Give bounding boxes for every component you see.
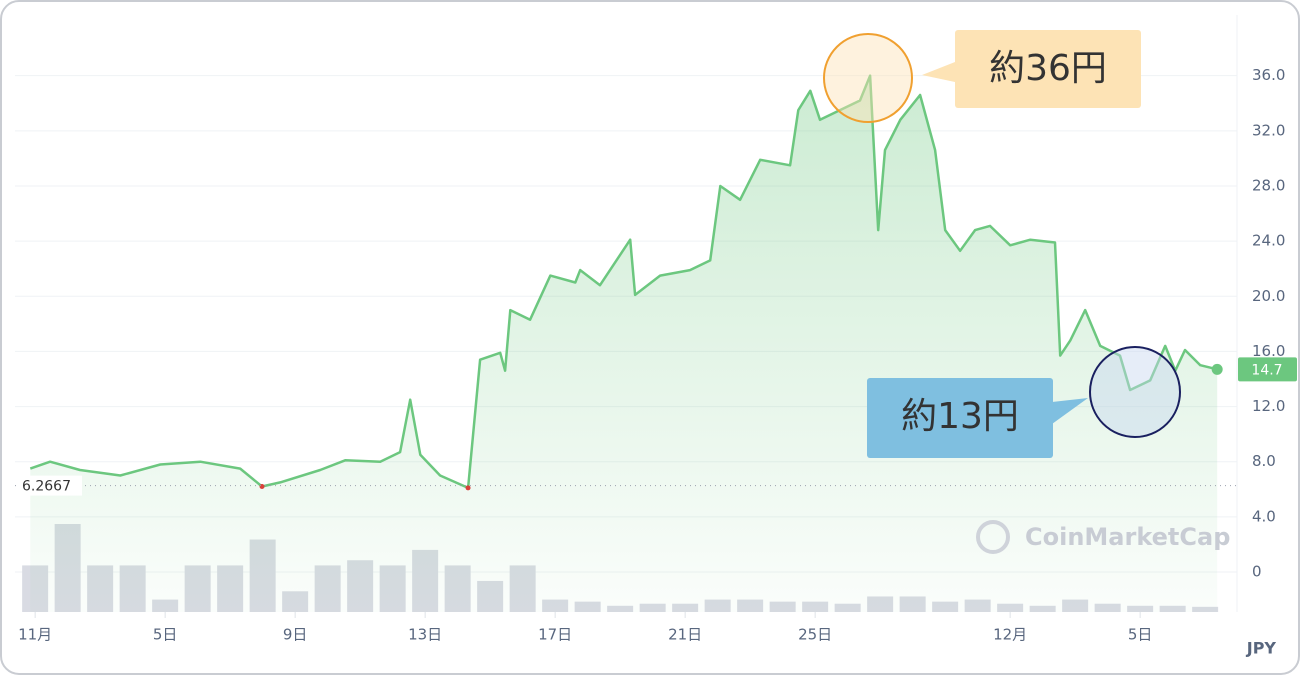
y-tick-label: 28.0 <box>1252 176 1285 194</box>
x-tick-label: 5日 <box>1128 626 1153 644</box>
y-tick-label: 12.0 <box>1252 397 1285 415</box>
callout-text: 約13円 <box>901 396 1019 437</box>
x-tick-label: 13日 <box>408 626 442 644</box>
price-tag-label: 14.7 <box>1251 362 1282 378</box>
reference-label: 6.2667 <box>22 479 71 495</box>
area <box>30 75 1218 612</box>
highlight-circle <box>823 33 913 123</box>
y-tick-label: 20.0 <box>1252 287 1285 305</box>
unit-label: JPY <box>1246 639 1277 658</box>
x-tick-label: 11月 <box>18 626 52 644</box>
callout-text: 約36円 <box>989 48 1107 89</box>
last-point <box>1211 363 1223 375</box>
low-point <box>465 485 471 491</box>
x-tick-label: 21日 <box>668 626 702 644</box>
low-point <box>259 484 265 490</box>
x-tick-label: 12月 <box>993 626 1027 644</box>
x-tick-label: 9日 <box>283 626 308 644</box>
callout-pointer <box>922 62 955 82</box>
callout-box <box>867 378 1053 458</box>
x-tick-label: 17日 <box>538 626 572 644</box>
y-tick-label: 4.0 <box>1252 507 1276 525</box>
callout-pointer <box>1052 398 1088 424</box>
y-tick-label: 0 <box>1252 563 1262 581</box>
y-tick-label: 24.0 <box>1252 232 1285 250</box>
price-line <box>29 74 1218 490</box>
y-tick-label: 32.0 <box>1252 121 1285 139</box>
y-tick-label: 16.0 <box>1252 342 1285 360</box>
y-tick-label: 36.0 <box>1252 66 1285 84</box>
watermark-logo <box>976 520 1010 554</box>
x-tick-label: 25日 <box>798 626 832 644</box>
watermark-text: CoinMarketCap <box>1025 523 1230 551</box>
callout-box <box>955 30 1141 108</box>
watermark: CoinMarketCap <box>976 520 1230 554</box>
highlight-circle <box>1089 346 1181 438</box>
reference-label-bg <box>16 475 82 496</box>
price-tag <box>1238 357 1297 382</box>
y-tick-label: 8.0 <box>1252 452 1276 470</box>
x-tick-label: 5日 <box>153 626 178 644</box>
